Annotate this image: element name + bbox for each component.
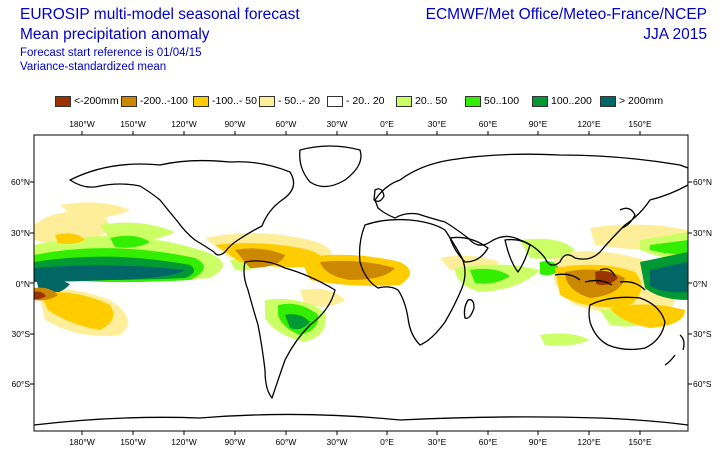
precipitation-anomaly-field [34, 202, 688, 346]
longitude-labels-top: 180°W 150°W 120°W 90°W 60°W 30°W 0°E 30°… [69, 119, 652, 129]
arabia-coast [449, 236, 489, 263]
lon-label: 120°W [171, 437, 197, 447]
legend-label: 20.. 50 [415, 95, 448, 107]
lon-label: 120°E [577, 119, 601, 129]
south-america-coast [243, 260, 336, 399]
lon-label: 90°E [529, 437, 548, 447]
legend-swatch [327, 95, 343, 107]
lon-label: 60°W [276, 119, 297, 129]
longitude-labels-bottom: 180°W 150°W 120°W 90°W 60°W 30°W 0°E 30°… [69, 437, 652, 447]
lat-label: 0°N [16, 279, 30, 289]
lon-label: 150°W [120, 437, 146, 447]
legend-label: -100..- 50 [212, 95, 257, 107]
lat-label: 30°N [693, 228, 712, 238]
lon-label: 120°E [577, 437, 601, 447]
title-line-1: EUROSIP multi-model seasonal forecast [20, 6, 300, 23]
legend-label: > 200mm [619, 95, 664, 107]
lon-label: 180°W [69, 437, 95, 447]
lon-label: 150°E [628, 437, 652, 447]
legend-swatch [465, 95, 481, 107]
new-zealand-coast [664, 334, 685, 366]
legend-swatch [600, 95, 616, 107]
lat-label: 60°N [693, 177, 712, 187]
madagascar-coast [463, 299, 475, 319]
lon-label: 120°W [171, 119, 197, 129]
variance-note: Variance-standardized mean [20, 61, 167, 73]
lon-label: 90°W [225, 437, 246, 447]
legend-swatch [193, 95, 209, 107]
lon-label: 30°W [327, 437, 348, 447]
legend-swatch [532, 95, 548, 107]
eurasia-coast [374, 153, 688, 266]
legend-item: 100..200 [532, 94, 592, 108]
legend-swatch [55, 95, 71, 107]
title-line-2: Mean precipitation anomaly [20, 26, 210, 43]
lon-label: 90°W [225, 119, 246, 129]
organizations-label: ECMWF/Met Office/Meteo-France/NCEP [425, 6, 707, 23]
lon-label: 0°E [380, 437, 394, 447]
legend-label: <-200mm [74, 95, 119, 107]
legend-item: 20.. 50 [396, 94, 447, 108]
lon-label: 30°E [428, 119, 447, 129]
africa-coast [358, 218, 466, 346]
lon-label: 30°W [327, 119, 348, 129]
north-america-coast [69, 159, 295, 256]
latitude-labels-right: 60°N 30°N 0°N 30°S 60°S [693, 177, 712, 389]
lat-label: 0°N [693, 279, 707, 289]
lon-label: 150°E [628, 119, 652, 129]
lat-label: 30°N [11, 228, 30, 238]
map-ticks [30, 131, 692, 435]
lon-label: 60°E [479, 119, 498, 129]
indonesia-coast [554, 268, 646, 291]
forecast-start-reference: Forecast start reference is 01/04/15 [20, 47, 202, 59]
legend-item: - 50..- 20 [259, 94, 320, 108]
india-coast [504, 238, 531, 273]
australia-coast [588, 296, 666, 351]
lon-label: 180°W [69, 119, 95, 129]
legend-item: - 20.. 20 [327, 94, 385, 108]
legend-label: 50..100 [484, 95, 520, 107]
lat-label: 60°N [11, 177, 30, 187]
uk-coast [373, 188, 385, 202]
coastlines [34, 145, 688, 426]
lon-label: 0°E [380, 119, 394, 129]
lon-label: 60°E [479, 437, 498, 447]
legend-label: - 20.. 20 [346, 95, 385, 107]
lat-label: 60°S [11, 379, 30, 389]
map-frame [33, 134, 689, 432]
lon-label: 60°W [276, 437, 297, 447]
legend-item: -200..-100 [121, 94, 188, 108]
legend-swatch [396, 95, 412, 107]
legend-label: - 50..- 20 [278, 95, 321, 107]
lat-label: 30°S [693, 329, 712, 339]
lon-label: 150°W [120, 119, 146, 129]
japan-coast [619, 207, 636, 229]
antarctica-coast [34, 413, 688, 426]
legend-item: <-200mm [55, 94, 119, 108]
lon-label: 90°E [529, 119, 548, 129]
legend-label: 100..200 [551, 95, 592, 107]
legend-swatch [259, 95, 275, 107]
precipitation-legend: <-200mm -200..-100 -100..- 50 - 50..- 20… [55, 94, 705, 108]
greenland-coast [299, 145, 362, 188]
lon-label: 30°E [428, 437, 447, 447]
legend-item: 50..100 [465, 94, 519, 108]
lat-label: 30°S [11, 329, 30, 339]
legend-label: -200..-100 [140, 95, 188, 107]
latitude-labels-left: 60°N 30°N 0°N 30°S 60°S [11, 177, 30, 389]
anomaly-wet-extreme [34, 262, 688, 296]
season-label: JJA 2015 [643, 26, 707, 43]
legend-item: -100..- 50 [193, 94, 257, 108]
legend-swatch [121, 95, 137, 107]
legend-item: > 200mm [600, 94, 663, 108]
lat-label: 60°S [693, 379, 712, 389]
